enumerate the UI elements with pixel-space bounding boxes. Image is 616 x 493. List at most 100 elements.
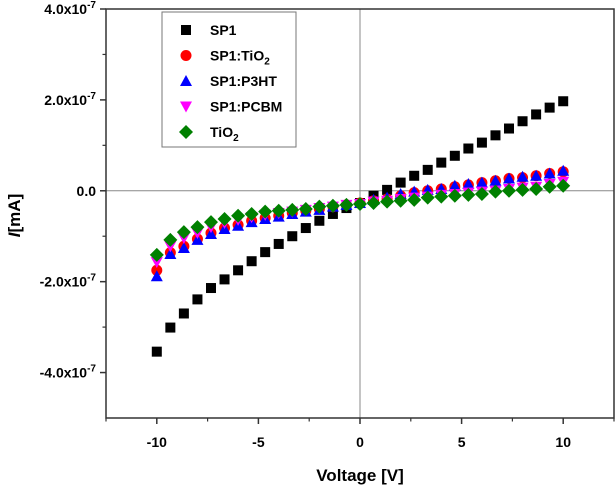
data-point [298,201,313,216]
legend-item: SP1:P3HT [180,73,277,89]
data-point [205,283,216,294]
y-tick-exponent: -7 [87,273,96,284]
y-tick-label: 4.0x10-7 [44,0,96,17]
data-point [165,322,176,333]
data-point [529,181,544,196]
y-tick-mantissa: 0.0 [77,183,97,199]
x-tick-label: -10 [147,434,167,450]
legend-label-main: SP1 [210,22,237,38]
data-point [515,182,530,197]
legend-item: SP1:PCBM [180,99,282,115]
data-point [177,242,190,254]
data-point [192,294,203,305]
data-point [420,190,435,205]
data-point [475,176,488,188]
legend-label-main: SP1:PCBM [210,99,282,115]
legend-label-main: SP1:P3HT [210,73,277,89]
data-point [502,183,517,198]
legend-label-subscript: 2 [264,57,270,68]
data-point [164,247,177,259]
data-point [474,186,489,201]
data-point [409,170,420,181]
data-point [393,193,408,208]
data-point [380,194,395,209]
data-point [407,192,422,207]
data-point [285,202,300,217]
data-point [190,220,205,235]
legend-item: TiO2 [179,124,239,144]
y-axis-title-symbol: I [5,231,24,237]
legend-label: TiO2 [210,124,239,144]
y-tick-label: -2.0x10-7 [40,273,97,290]
legend-label: SP1:PCBM [210,99,282,115]
data-point [353,196,367,211]
data-point [191,233,204,245]
x-tick-label: 10 [555,434,571,450]
data-point [558,96,569,107]
y-axis-title: I[mA] [5,194,24,237]
y-tick-mantissa: -2.0x10 [40,274,88,290]
data-point [204,227,217,239]
data-point [542,179,557,194]
y-tick-label: -4.0x10-7 [40,364,97,381]
legend-marker-circle [180,50,192,61]
legend-item: SP1 [181,22,237,38]
data-point [531,109,542,120]
data-point [258,204,273,219]
data-point [287,231,298,242]
data-point [503,172,516,184]
legend-marker-diamond [179,125,193,139]
data-point [150,257,163,269]
legend-item: SP1:TiO2 [180,48,270,68]
data-point [544,102,555,113]
data-point [246,256,257,267]
data-point [556,178,571,193]
data-point [231,208,246,223]
data-points [149,96,571,357]
legend-label: SP1:TiO2 [210,48,270,68]
data-point [504,123,515,134]
data-point [516,170,529,182]
legend-label-main: SP1:TiO [210,48,264,64]
data-point [461,187,476,202]
data-point [557,164,570,176]
legend-marker-triangle-down [180,101,192,113]
y-tick-exponent: -7 [87,364,96,375]
legend-marker-square [181,25,191,35]
data-point [462,177,475,189]
data-point [339,197,354,212]
legend-marker-triangle-up [180,75,192,86]
x-tick-label: 5 [458,434,466,450]
data-point [325,198,340,213]
data-point [260,247,271,258]
data-point [300,223,311,234]
data-point [382,184,393,195]
legend-label: SP1:P3HT [210,73,277,89]
data-point [395,177,406,188]
x-tick-label: 0 [356,434,364,450]
data-point [163,232,178,247]
y-tick-exponent: -7 [87,91,96,102]
data-point [530,169,543,181]
data-point [434,189,449,204]
legend-label-subscript: 2 [233,133,239,144]
data-point [517,116,528,127]
y-tick-label: 2.0x10-7 [44,91,96,108]
data-point [233,265,244,276]
y-tick-mantissa: 2.0x10 [44,92,87,108]
data-point [312,199,327,214]
data-point [543,167,556,179]
data-point [151,346,162,357]
data-point [448,179,461,191]
data-point [489,174,502,186]
data-point [244,206,259,221]
data-point [436,157,447,168]
data-point [422,164,433,175]
data-point [178,308,189,319]
data-point [149,247,164,262]
data-point [447,188,462,203]
data-point [217,211,232,226]
data-point [314,215,325,226]
data-point [490,130,501,141]
